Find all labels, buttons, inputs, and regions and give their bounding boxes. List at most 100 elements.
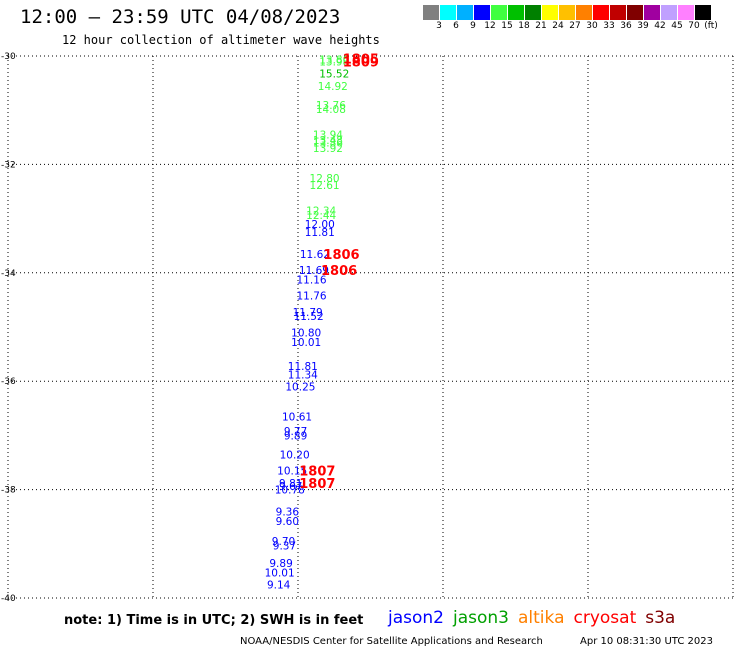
- legend-entry-cryosat: cryosat: [573, 608, 637, 628]
- color-scale-label: 15: [501, 21, 513, 31]
- wave-height-value: 9.36: [276, 506, 300, 518]
- wave-height-value: 13.94: [313, 130, 343, 142]
- color-scale-label: 45: [671, 21, 683, 31]
- color-scale-label: 39: [637, 21, 649, 31]
- y-tick-label: -30: [1, 52, 16, 62]
- color-scale-label: 70: [688, 21, 700, 31]
- wave-height-value: 13.98: [319, 56, 349, 68]
- pass-time-label: 1809: [343, 55, 379, 70]
- units-note: note: 1) Time is in UTC; 2) SWH is in fe…: [64, 613, 364, 628]
- wave-height-value: 11.81: [288, 361, 318, 373]
- y-tick-label: -38: [1, 486, 16, 496]
- color-scale-label: 33: [603, 21, 615, 31]
- color-swatch: [661, 5, 678, 20]
- chart-subtitle: 12 hour collection of altimeter wave hei…: [62, 33, 380, 47]
- color-swatch: [610, 5, 627, 20]
- wave-height-value: 12.44: [306, 210, 336, 222]
- wave-height-value: 13.80: [319, 54, 349, 66]
- wave-height-value: 9.67: [279, 481, 302, 493]
- wave-height-value: 11.81: [305, 227, 335, 239]
- wave-height-value: 13.48: [313, 135, 343, 147]
- pass-time-label: 1806: [323, 248, 359, 263]
- wave-height-value: 10.25: [285, 382, 315, 394]
- color-swatch: [474, 5, 491, 20]
- y-tick-label: -34: [1, 269, 16, 279]
- color-scale-label: 18: [518, 21, 530, 31]
- wave-height-value: 11.79: [293, 307, 323, 319]
- wave-height-value: 9.70: [272, 536, 295, 548]
- color-scale-label: 24: [552, 21, 564, 31]
- wave-height-value: 13.76: [316, 100, 346, 112]
- y-tick-label: -36: [1, 377, 16, 387]
- color-scale-label: 9: [470, 21, 476, 31]
- color-scale-label: 6: [453, 21, 459, 31]
- color-swatch: [695, 5, 712, 20]
- color-scale-label: 30: [586, 21, 598, 31]
- wave-height-value: 12.34: [306, 205, 336, 217]
- color-swatch: [542, 5, 559, 20]
- wave-height-value: 13.92: [313, 143, 343, 155]
- wave-height-value: 9.89: [269, 558, 292, 570]
- wave-height-value: 10.20: [280, 449, 310, 461]
- pass-time-label: 1806: [321, 264, 357, 279]
- color-scale-label: 27: [569, 21, 581, 31]
- y-tick-label: -40: [1, 594, 16, 604]
- wave-height-value: 10.01: [265, 568, 295, 580]
- wave-height-value: 10.61: [282, 411, 312, 423]
- pass-time-label: 1807: [299, 477, 335, 492]
- color-scale-label: (ft): [704, 21, 718, 31]
- color-swatch: [644, 5, 661, 20]
- color-swatch: [627, 5, 644, 20]
- wave-height-value: 12.80: [310, 173, 340, 185]
- grid-lines: [7, 55, 734, 599]
- color-scale-label: 36: [620, 21, 632, 31]
- altimeter-plot: -30-32-34-36-38-40606366697275 13.8013.9…: [1, 52, 734, 604]
- wave-height-value: 11.34: [288, 370, 318, 382]
- wave-height-value: 11.76: [297, 291, 327, 303]
- generation-timestamp: Apr 10 08:31:30 UTC 2023: [580, 636, 713, 647]
- color-swatch: [508, 5, 525, 20]
- credit-footer: NOAA/NESDIS Center for Satellite Applica…: [240, 636, 543, 647]
- wave-height-value: 10.01: [291, 337, 321, 349]
- color-swatch: [678, 5, 695, 20]
- legend-entry-altika: altika: [518, 608, 565, 628]
- wave-height-value: 11.69: [299, 265, 329, 277]
- color-scale-label: 3: [436, 21, 442, 31]
- wave-height-value: 11.62: [300, 249, 330, 261]
- color-swatch: [593, 5, 610, 20]
- wave-height-value: 14.92: [318, 81, 348, 93]
- wave-height-value: 11.16: [297, 274, 327, 286]
- legend-entry-jason3: jason3: [453, 608, 509, 628]
- wave-height-value: 12.00: [305, 219, 335, 231]
- pass-time-label: 1807: [299, 465, 335, 480]
- color-swatch: [525, 5, 542, 20]
- wave-height-value: 11.52: [294, 311, 324, 323]
- wave-height-value: 10.15: [277, 466, 307, 478]
- wave-height-value: 10.78: [275, 485, 305, 497]
- satellite-legend: jason2 jason3 altika cryosat s3a: [388, 608, 684, 628]
- legend-entry-s3a: s3a: [645, 608, 676, 628]
- pass-time-label: 1805: [343, 53, 379, 68]
- wave-height-value: 13.86: [313, 138, 343, 150]
- color-swatch: [457, 5, 474, 20]
- wave-height-value: 9.37: [273, 540, 296, 552]
- color-scale-label: 21: [535, 21, 547, 31]
- wave-height-value: 9.89: [284, 430, 307, 442]
- color-swatch: [440, 5, 457, 20]
- legend-entry-jason2: jason2: [388, 608, 444, 628]
- axis-tick-labels: -30-32-34-36-38-40606366697275: [1, 52, 16, 604]
- color-swatch: [491, 5, 508, 20]
- color-scale-label: 42: [654, 21, 666, 31]
- wave-height-value: 15.52: [319, 68, 349, 80]
- wave-height-value: 9.14: [267, 579, 291, 591]
- color-swatch: [576, 5, 593, 20]
- wave-height-value: 9.77: [284, 426, 307, 438]
- color-scale-bar: [423, 5, 712, 20]
- wave-height-value: 12.61: [310, 180, 340, 192]
- color-swatch: [423, 5, 440, 20]
- wave-height-value: 9.60: [276, 516, 299, 528]
- wave-height-value: 14.08: [316, 104, 346, 116]
- chart-title: 12:00 – 23:59 UTC 04/08/2023: [20, 6, 341, 28]
